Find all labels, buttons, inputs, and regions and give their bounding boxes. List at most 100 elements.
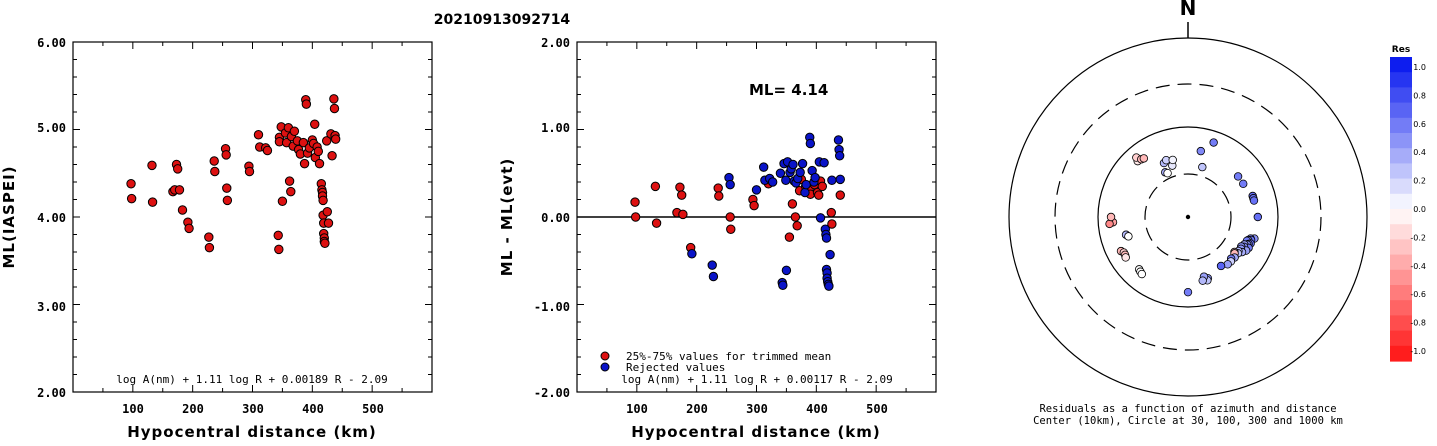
rejected-point: [775, 168, 786, 178]
plot1-ytick: 5.00: [37, 121, 66, 135]
plot2-xtick: 500: [866, 402, 888, 416]
station-point: [274, 244, 284, 255]
rejected-point: [824, 281, 834, 291]
trimmed-point: [678, 209, 688, 220]
polar-points: [1105, 138, 1263, 297]
colorbar-tick-label: 0.2: [1413, 177, 1426, 186]
station-residual-point: [1137, 269, 1147, 279]
plot1-xtick: 400: [302, 402, 324, 416]
station-residual-point: [1209, 138, 1218, 147]
station-point: [298, 137, 309, 148]
colorbar-tick-label: 0.0: [1413, 205, 1426, 214]
plot1-ticks: [73, 42, 432, 392]
trimmed-point: [650, 181, 661, 192]
range-ring-300km: [1054, 83, 1322, 351]
trimmed-point: [714, 191, 724, 201]
colorbar-cell: [1390, 57, 1412, 73]
trimmed-point: [787, 199, 798, 209]
station-residual-point: [1249, 196, 1259, 205]
trimmed-point: [630, 197, 640, 207]
legend-marker-trimmed: [600, 351, 610, 361]
station-point: [289, 126, 300, 136]
plot2-ytick: -2.00: [534, 386, 570, 400]
trimmed-point: [792, 221, 802, 231]
range-ring-1000km: [1008, 37, 1368, 397]
station-point: [204, 232, 214, 242]
rejected-point: [687, 249, 697, 259]
colorbar-tick-label: 0.4: [1413, 148, 1426, 157]
station-point: [330, 134, 341, 144]
station-residual-point: [1216, 261, 1226, 271]
colorbar-ticks: 1.0 0.8 0.6 0.4 0.2 0.0 -0.2 -0.4 -0.6 -0.8 -1.0: [1410, 63, 1426, 356]
plot2-ticks: [577, 42, 936, 392]
station-residual-point: [1233, 172, 1243, 181]
station-residual-point: [1183, 287, 1193, 297]
plot2-formula: log A(nm) + 1.11 log R + 0.00117 R - 2.0…: [621, 373, 893, 386]
figure-title: 20210913092714: [434, 12, 571, 28]
station-residual-point: [1105, 219, 1114, 229]
colorbar-cell: [1390, 133, 1412, 149]
station-point: [147, 197, 158, 207]
north-label: N: [1180, 0, 1197, 20]
rejected-point: [800, 187, 810, 198]
station-point: [273, 230, 283, 241]
station-point: [221, 150, 231, 160]
station-point: [204, 242, 215, 253]
station-point: [209, 156, 219, 166]
station-residual-point: [1163, 168, 1172, 178]
station-point: [126, 193, 137, 204]
plot2-ytick: 0.00: [541, 211, 570, 225]
legend-label-trimmed: 25%-75% values for trimmed mean: [626, 350, 831, 363]
trimmed-point: [784, 232, 795, 242]
rejected-point: [805, 138, 816, 149]
colorbar-tick-label: -0.2: [1410, 233, 1426, 242]
colorbar-cell: [1390, 300, 1412, 316]
colorbar-cell: [1390, 285, 1412, 301]
station-point: [313, 146, 324, 157]
rejected-point: [819, 158, 829, 168]
colorbar-cell: [1390, 330, 1412, 347]
colorbar-cell: [1390, 224, 1412, 240]
rejected-point: [758, 162, 769, 172]
station-residual-point: [1124, 232, 1133, 241]
polar-caption-1: Residuals as a function of azimuth and d…: [1039, 403, 1336, 415]
station-point: [310, 119, 320, 129]
colorbar: Res 1.0 0.8 0.6 0.4 0.2 0.0 -0.2 -0.4 -0.6 -0.8 -1…: [1390, 45, 1426, 362]
rejected-point: [788, 159, 798, 170]
station-residual-point: [1253, 212, 1263, 222]
plot2-xlabel: Hypocentral distance (km): [631, 423, 881, 441]
station-residual-point: [1168, 155, 1177, 165]
legend-label-rejected: Rejected values: [626, 361, 725, 374]
plot2-xtick: 300: [746, 402, 768, 416]
panel-ml-iaspei: 6.00 5.00 4.00 3.00 2.00 100 200 300 400…: [0, 36, 433, 441]
station-point: [286, 186, 296, 197]
rejected-point: [833, 135, 844, 145]
trimmed-point: [817, 181, 828, 192]
plot2-xtick: 100: [626, 402, 648, 416]
rejected-point: [767, 177, 778, 187]
station-point: [277, 196, 288, 206]
trimmed-point: [651, 218, 662, 228]
rejected-point: [821, 233, 832, 243]
plot1-xtick: 100: [122, 402, 144, 416]
ml-value: ML= 4.14: [749, 81, 828, 99]
rejected-point: [797, 158, 808, 169]
trimmed-point: [725, 212, 735, 222]
plot2-ytick: 2.00: [541, 36, 570, 50]
plot1-xlabel: Hypocentral distance (km): [127, 423, 377, 441]
plot1-points: [126, 94, 341, 255]
station-point: [222, 195, 233, 206]
station-residual-point: [1196, 146, 1206, 156]
plot1-xtick: 200: [182, 402, 204, 416]
legend-marker-rejected: [600, 362, 610, 372]
station-point: [299, 158, 310, 169]
station-point: [173, 164, 183, 174]
station-point: [177, 205, 188, 215]
station-point: [147, 160, 157, 171]
colorbar-tick-label: -0.6: [1410, 290, 1426, 299]
trimmed-point: [826, 207, 836, 218]
plot1-ytick: 6.00: [37, 36, 66, 50]
station-point: [284, 176, 295, 186]
colorbar-cell: [1390, 193, 1412, 210]
